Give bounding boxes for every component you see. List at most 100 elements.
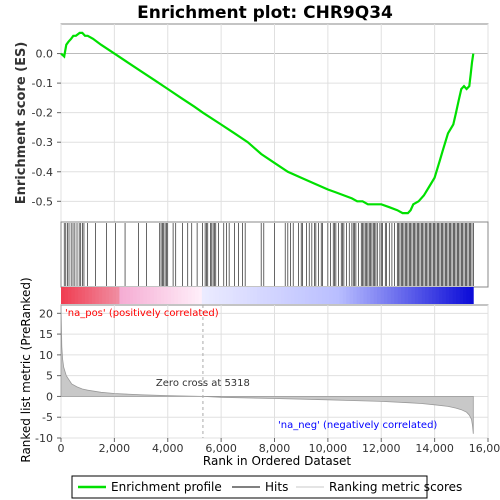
rank-color-band-segment bbox=[315, 287, 320, 304]
rank-color-band-segment bbox=[188, 287, 192, 304]
rank-color-band-segment bbox=[78, 287, 83, 304]
rank-color-band-segment bbox=[356, 287, 361, 304]
metric-ytick-label: 0 bbox=[46, 390, 53, 403]
rank-color-band-segment bbox=[404, 287, 409, 304]
rank-color-band-segment bbox=[205, 287, 210, 304]
rank-color-band-segment bbox=[298, 287, 302, 304]
rank-color-band-segment bbox=[435, 287, 440, 304]
metric-ytick-label: -5 bbox=[42, 411, 53, 424]
rank-color-band-segment bbox=[466, 287, 471, 304]
rank-color-band-segment bbox=[225, 287, 230, 304]
rank-color-band-segment bbox=[287, 287, 292, 304]
rank-color-band-segment bbox=[85, 287, 89, 304]
x-tick-label: 4,000 bbox=[152, 442, 184, 455]
rank-color-band-segment bbox=[383, 287, 388, 304]
rank-color-band-segment bbox=[164, 287, 168, 304]
es-ytick-label: -0.5 bbox=[32, 195, 53, 208]
neg-corr-label: 'na_neg' (negatively correlated) bbox=[278, 420, 437, 431]
es-ytick-label: -0.2 bbox=[32, 107, 53, 120]
rank-color-band-segment bbox=[95, 287, 100, 304]
rank-color-band-segment bbox=[408, 287, 412, 304]
rank-color-band-segment bbox=[311, 287, 316, 304]
rank-color-band-segment bbox=[133, 287, 137, 304]
rank-color-band-segment bbox=[390, 287, 395, 304]
rank-color-band-segment bbox=[366, 287, 371, 304]
rank-color-band-segment bbox=[260, 287, 265, 304]
x-tick-label: 8,000 bbox=[259, 442, 291, 455]
rank-color-band-segment bbox=[270, 287, 275, 304]
rank-color-band-segment bbox=[353, 287, 357, 304]
rank-color-band-segment bbox=[456, 287, 460, 304]
rank-color-band-segment bbox=[284, 287, 289, 304]
x-tick-label: 2,000 bbox=[99, 442, 131, 455]
rank-color-band-segment bbox=[98, 287, 103, 304]
rank-color-band-segment bbox=[246, 287, 251, 304]
rank-color-band-segment bbox=[363, 287, 368, 304]
rank-color-band-segment bbox=[150, 287, 155, 304]
metric-ytick-label: 5 bbox=[46, 370, 53, 383]
rank-color-band-segment bbox=[109, 287, 113, 304]
rank-color-band-segment bbox=[222, 287, 227, 304]
rank-color-band-segment bbox=[160, 287, 165, 304]
rank-color-band-segment bbox=[380, 287, 385, 304]
rank-color-band-segment bbox=[126, 287, 131, 304]
zero-cross-label: Zero cross at 5318 bbox=[156, 378, 250, 389]
rank-color-band-segment bbox=[181, 287, 186, 304]
rank-color-band-segment bbox=[308, 287, 313, 304]
rank-color-band-segment bbox=[414, 287, 419, 304]
rank-color-band-segment bbox=[61, 287, 65, 304]
rank-color-band-segment bbox=[184, 287, 189, 304]
rank-color-band-segment bbox=[421, 287, 426, 304]
rank-color-band-segment bbox=[253, 287, 258, 304]
rank-color-band-segment bbox=[304, 287, 309, 304]
es-axis-label: Enrichment score (ES) bbox=[14, 42, 29, 205]
rank-color-band-segment bbox=[129, 287, 134, 304]
rank-color-band-segment bbox=[401, 287, 406, 304]
rank-color-band-segment bbox=[291, 287, 296, 304]
x-tick-label: 12,000 bbox=[362, 442, 401, 455]
rank-color-band-segment bbox=[212, 287, 217, 304]
rank-color-band-segment bbox=[318, 287, 323, 304]
rank-color-band-segment bbox=[157, 287, 162, 304]
pos-corr-label: 'na_pos' (positively correlated) bbox=[65, 308, 219, 319]
rank-color-band-segment bbox=[191, 287, 196, 304]
metric-ytick-label: 20 bbox=[39, 307, 53, 320]
legend-hits-label: Hits bbox=[265, 480, 288, 494]
rank-color-band-segment bbox=[229, 287, 234, 304]
rank-color-band-segment bbox=[449, 287, 454, 304]
rank-color-band-segment bbox=[170, 287, 175, 304]
rank-color-band-segment bbox=[208, 287, 213, 304]
rank-color-band-segment bbox=[274, 287, 278, 304]
rank-color-band-segment bbox=[243, 287, 247, 304]
rank-color-band-segment bbox=[469, 287, 474, 304]
rank-color-band-segment bbox=[339, 287, 344, 304]
x-tick-label: 0 bbox=[58, 442, 65, 455]
rank-color-band-segment bbox=[153, 287, 158, 304]
rank-color-band-segment bbox=[91, 287, 96, 304]
rank-color-band-segment bbox=[236, 287, 241, 304]
rank-color-band-segment bbox=[219, 287, 223, 304]
rank-color-band-segment bbox=[201, 287, 206, 304]
rank-color-band-segment bbox=[346, 287, 351, 304]
rank-color-band-segment bbox=[232, 287, 237, 304]
x-tick-label: 14,000 bbox=[415, 442, 454, 455]
rank-color-band-segment bbox=[198, 287, 203, 304]
x-tick-label: 6,000 bbox=[205, 442, 237, 455]
rank-color-band-segment bbox=[349, 287, 354, 304]
rank-color-band-segment bbox=[174, 287, 179, 304]
rank-color-band-segment bbox=[249, 287, 254, 304]
rank-color-band-segment bbox=[195, 287, 199, 304]
rank-color-band-segment bbox=[397, 287, 402, 304]
rank-color-band-segment bbox=[277, 287, 282, 304]
rank-color-band-segment bbox=[459, 287, 464, 304]
rank-color-band-segment bbox=[301, 287, 306, 304]
rank-color-band-segment bbox=[256, 287, 261, 304]
rank-color-band-segment bbox=[445, 287, 450, 304]
rank-color-band-segment bbox=[463, 287, 467, 304]
rank-color-band-segment bbox=[122, 287, 127, 304]
rank-color-band-segment bbox=[112, 287, 117, 304]
rank-color-band-segment bbox=[335, 287, 340, 304]
rank-color-band-segment bbox=[359, 287, 364, 304]
chart-title: Enrichment plot: CHR9Q34 bbox=[137, 3, 393, 23]
